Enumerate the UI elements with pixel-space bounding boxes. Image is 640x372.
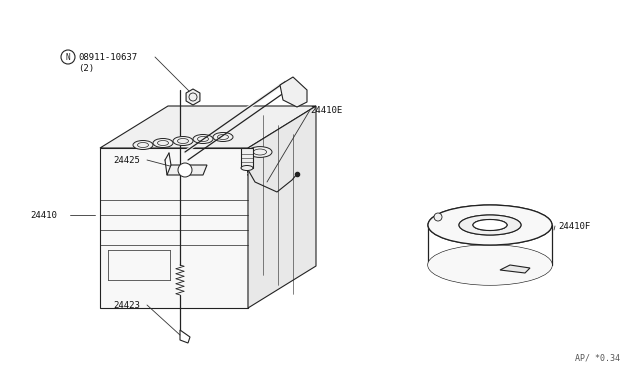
Polygon shape bbox=[248, 106, 316, 308]
Ellipse shape bbox=[459, 215, 521, 235]
Ellipse shape bbox=[459, 215, 521, 235]
Polygon shape bbox=[100, 106, 316, 148]
Circle shape bbox=[434, 213, 442, 221]
Text: (2): (2) bbox=[78, 64, 94, 73]
Ellipse shape bbox=[241, 166, 253, 170]
Text: 24425: 24425 bbox=[113, 155, 140, 164]
Polygon shape bbox=[280, 77, 307, 107]
Polygon shape bbox=[500, 265, 530, 273]
Ellipse shape bbox=[173, 137, 193, 145]
Ellipse shape bbox=[133, 141, 153, 150]
Ellipse shape bbox=[213, 132, 233, 141]
Text: N: N bbox=[66, 52, 70, 61]
Circle shape bbox=[178, 163, 192, 177]
Text: 08911-10637: 08911-10637 bbox=[78, 52, 137, 61]
Polygon shape bbox=[100, 148, 248, 308]
Text: 24410E: 24410E bbox=[310, 106, 342, 115]
Ellipse shape bbox=[193, 135, 213, 144]
Polygon shape bbox=[167, 165, 207, 175]
Ellipse shape bbox=[428, 245, 552, 285]
Text: 24423: 24423 bbox=[113, 301, 140, 310]
Ellipse shape bbox=[153, 138, 173, 148]
Text: AP/ *0.34: AP/ *0.34 bbox=[575, 353, 620, 362]
Polygon shape bbox=[241, 148, 253, 168]
Ellipse shape bbox=[428, 245, 552, 285]
Text: 24410: 24410 bbox=[30, 211, 57, 219]
Ellipse shape bbox=[473, 219, 507, 231]
Ellipse shape bbox=[428, 205, 552, 245]
Text: 24410F: 24410F bbox=[558, 221, 590, 231]
Ellipse shape bbox=[473, 219, 507, 231]
Ellipse shape bbox=[248, 147, 272, 157]
Polygon shape bbox=[186, 89, 200, 105]
Ellipse shape bbox=[428, 205, 552, 245]
